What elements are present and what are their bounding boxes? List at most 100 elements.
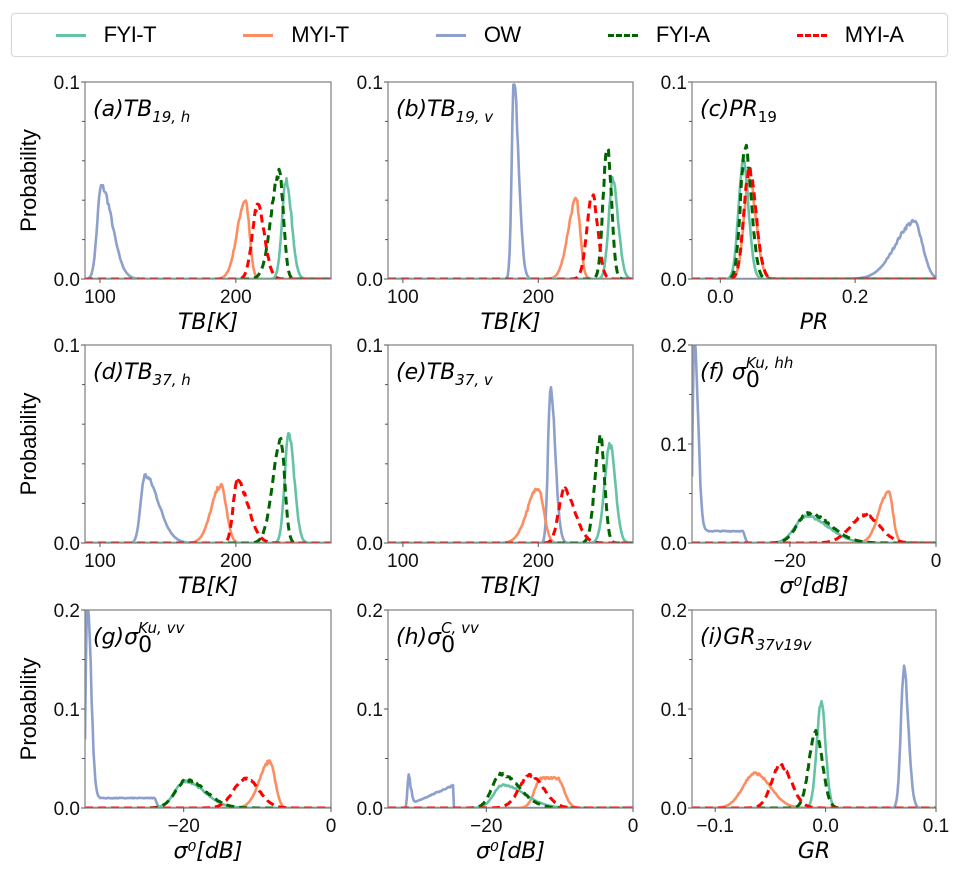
ytick-label: 0.0 bbox=[661, 270, 687, 291]
xtick-label: 100 bbox=[84, 287, 116, 308]
series-fyi-t-line bbox=[692, 699, 936, 808]
legend-swatch bbox=[55, 33, 86, 37]
yaxis-label: Probability bbox=[16, 129, 41, 232]
panel-title-main: σ bbox=[427, 625, 442, 650]
ytick-label: 0.0 bbox=[661, 534, 687, 555]
xaxis-label: TB[K] bbox=[480, 574, 540, 599]
panel-title: (g)σKu, vv bbox=[93, 619, 185, 650]
ytick-label: 0.1 bbox=[54, 700, 80, 721]
panel-title-main: TB bbox=[124, 360, 153, 385]
ytick-label: 0.2 bbox=[661, 336, 687, 357]
panel-title-prefix: (g) bbox=[93, 625, 124, 650]
series-myi-a-line bbox=[388, 193, 633, 279]
ytick-label: 0.1 bbox=[54, 336, 80, 357]
panel-title-sub: 0 bbox=[138, 633, 152, 658]
yaxis-label: Probability bbox=[16, 393, 41, 496]
legend-item-myi-a: MYI-A bbox=[796, 22, 904, 48]
legend-item-fyi-t: FYI-T bbox=[55, 22, 157, 48]
panel-h-series bbox=[388, 771, 633, 808]
series-myi-t-line bbox=[692, 490, 936, 543]
panel-c-series bbox=[692, 143, 936, 279]
legend: FYI-T MYI-T OW FYI-A MYI-A bbox=[11, 13, 948, 57]
panel-e-series bbox=[388, 386, 633, 543]
ytick-label: 0.1 bbox=[661, 435, 687, 456]
ytick-label: 0.0 bbox=[357, 270, 383, 291]
xtick-label: 0 bbox=[326, 816, 337, 837]
panel-h: 0.00.10.2−20 0σ⁰[dB](h)σC, vv0 bbox=[357, 601, 639, 864]
panel-title-sub: 0 bbox=[746, 368, 760, 393]
xtick-label: 100 bbox=[84, 551, 116, 572]
panel-title: (i)GR37v19v bbox=[700, 625, 813, 654]
xtick-label: 200 bbox=[522, 287, 554, 308]
panel-i-series bbox=[692, 664, 936, 808]
xtick-label: 200 bbox=[220, 287, 252, 308]
xaxis-label: TB[K] bbox=[178, 574, 238, 599]
panel-title-sup: Ku, hh bbox=[746, 354, 794, 372]
panel-title: (f) σKu, hh bbox=[700, 354, 793, 385]
ytick-label: 0.2 bbox=[54, 601, 80, 622]
series-myi-a-line bbox=[692, 167, 936, 279]
panel-title-sub: 0 bbox=[441, 633, 455, 658]
ytick-label: 0.0 bbox=[661, 799, 687, 820]
panel-title-prefix: (a) bbox=[93, 97, 124, 122]
xtick-label: −0.1 bbox=[696, 816, 734, 837]
panel-g: 0.0 0.1 0.2 −20 0 σ⁰[dB] Probability (g)σKu, vv… bbox=[16, 601, 336, 864]
xtick-label: 0.2 bbox=[842, 287, 868, 308]
legend-swatch bbox=[243, 33, 274, 37]
series-fyi-t-line bbox=[388, 441, 633, 543]
panel-title-prefix: (h) bbox=[396, 625, 427, 650]
panel-title-main: GR bbox=[723, 625, 755, 650]
xtick-label: 0.1 bbox=[923, 816, 949, 837]
ytick-label: 0.1 bbox=[54, 73, 80, 94]
panel-title-main: σ bbox=[124, 625, 139, 650]
xtick-label: 0 bbox=[628, 816, 639, 837]
ytick-label: 0.0 bbox=[357, 534, 383, 555]
legend-item-myi-t: MYI-T bbox=[243, 22, 349, 48]
series-ow-line bbox=[692, 664, 936, 808]
legend-item-ow: OW bbox=[435, 22, 521, 48]
ytick-label: 0.2 bbox=[661, 601, 687, 622]
axes-frame bbox=[84, 81, 332, 280]
legend-label: OW bbox=[483, 22, 521, 47]
panel-title: (a)TB19, h bbox=[93, 97, 190, 126]
panel-title: (b)TB19, v bbox=[396, 97, 494, 126]
legend-label: FYI-A bbox=[655, 22, 710, 47]
legend-swatch bbox=[435, 33, 466, 37]
axes-frame bbox=[691, 81, 937, 280]
panel-f: 0.00.10.2−20 0σ⁰[dB](f) σKu, hh0 bbox=[661, 336, 942, 599]
series-myi-t-line bbox=[85, 759, 331, 808]
panel-title-main: σ bbox=[732, 360, 747, 385]
panel-title-main: PR bbox=[729, 97, 758, 122]
xtick-label: 0 bbox=[931, 551, 942, 572]
panel-title-prefix: (c) bbox=[700, 97, 729, 122]
xaxis-label: σ⁰[dB] bbox=[174, 839, 243, 864]
axes-frame bbox=[84, 344, 332, 544]
axes-frame bbox=[387, 81, 634, 280]
panel-title: (e)TB37, v bbox=[396, 360, 494, 389]
panel-title-sub: 19 bbox=[758, 108, 777, 126]
legend-swatch bbox=[607, 33, 638, 37]
panel-title-main: TB bbox=[124, 97, 153, 122]
series-ow-line bbox=[388, 773, 633, 808]
xtick-label: −20 bbox=[470, 816, 502, 837]
ytick-label: 0.1 bbox=[357, 700, 383, 721]
xtick-label: 100 bbox=[387, 551, 419, 572]
panel-c: 0.00.10.0 0.2PR(c)PR19 bbox=[661, 73, 937, 335]
panel-title: (h)σC, vv bbox=[396, 619, 480, 650]
panel-title-sub: 37, v bbox=[455, 371, 494, 389]
legend-label: FYI-T bbox=[103, 22, 157, 47]
series-ow-line bbox=[692, 345, 936, 543]
ytick-label: 0.1 bbox=[661, 73, 687, 94]
series-myi-a-line bbox=[388, 772, 633, 808]
series-fyi-t-line bbox=[388, 783, 633, 808]
panel-a-series bbox=[85, 167, 331, 279]
series-ow-line bbox=[85, 183, 331, 279]
xaxis-label: σ⁰[dB] bbox=[780, 574, 849, 599]
ytick-label: 0.0 bbox=[54, 799, 80, 820]
series-fyi-a-line bbox=[388, 432, 633, 543]
legend-swatch bbox=[796, 33, 827, 37]
panel-d-series bbox=[85, 431, 331, 543]
